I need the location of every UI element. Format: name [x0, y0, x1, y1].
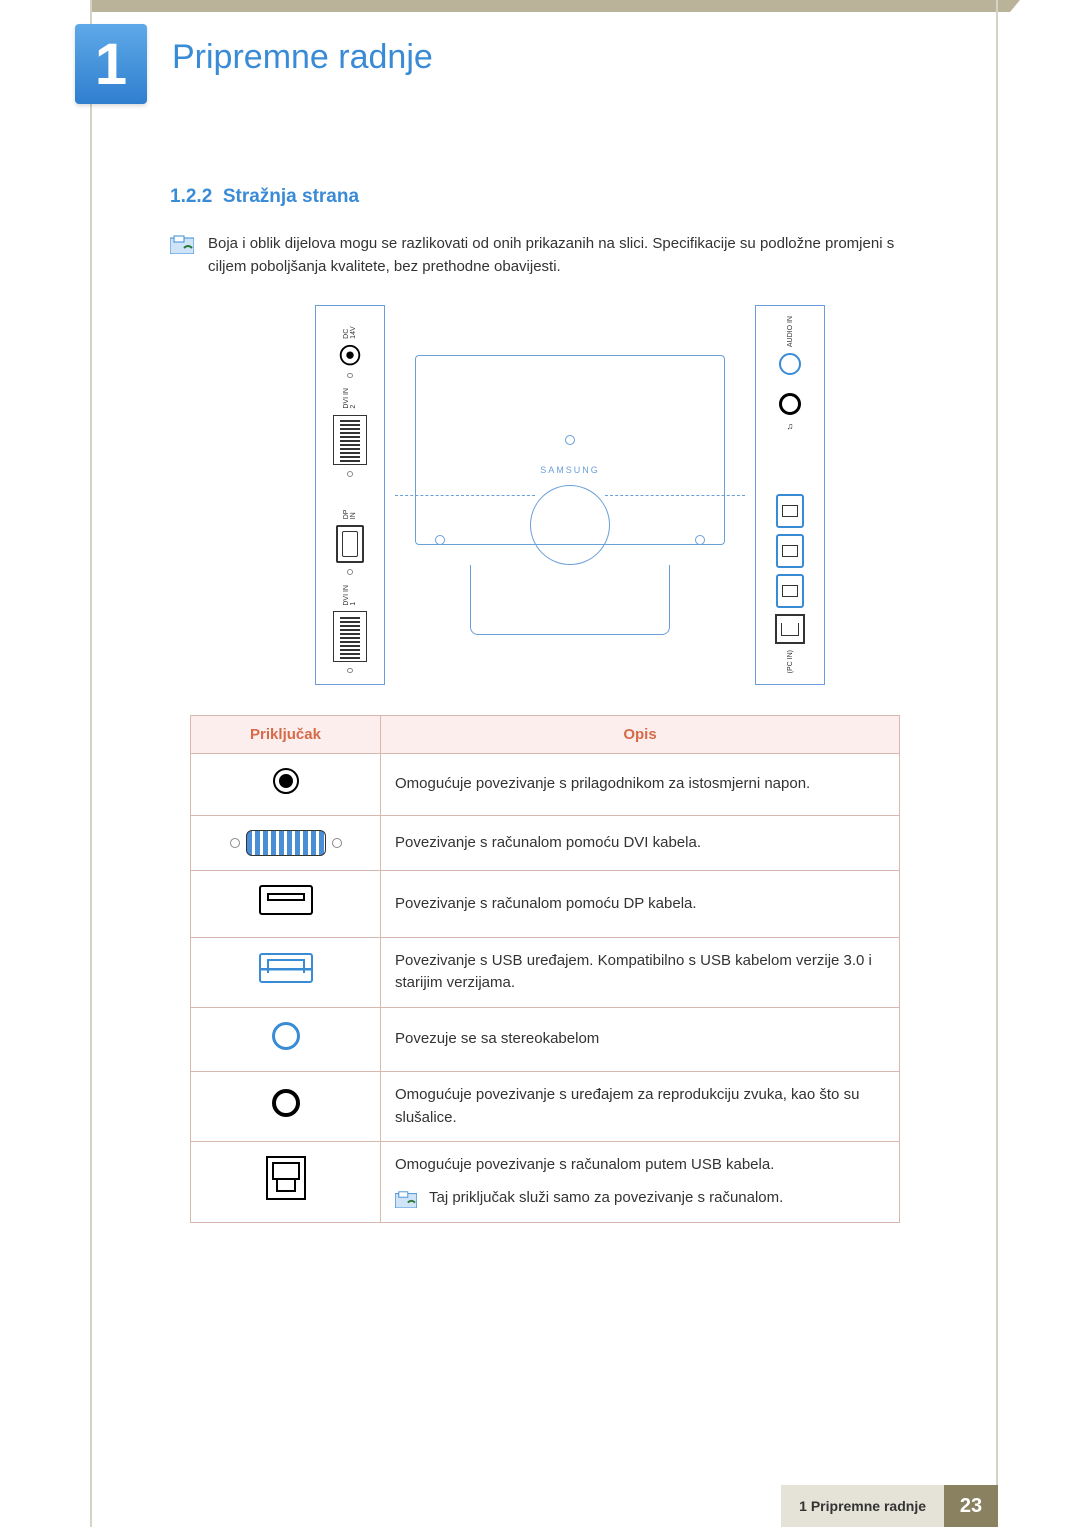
- port-icon-cell: [191, 1142, 381, 1223]
- headphone-icon: [272, 1089, 300, 1117]
- port-icon-cell: [191, 871, 381, 938]
- table-row: Povezuje se sa stereokabelom: [191, 1007, 900, 1072]
- chapter-title: Pripremne radnje: [172, 38, 433, 77]
- rear-diagram: DC 14V DVI IN 2 DP IN DVI IN 1 SAMSUNG: [170, 305, 930, 685]
- page-footer: 1 Pripremne radnje 23: [92, 1485, 998, 1527]
- screw-icon: [695, 535, 705, 545]
- table-row: Povezivanje s računalom pomoću DVI kabel…: [191, 816, 900, 871]
- diagram-monitor: SAMSUNG: [395, 335, 745, 655]
- monitor-brand: SAMSUNG: [540, 465, 600, 475]
- sub-note-text: Taj priključak služi samo za povezivanje…: [429, 1187, 783, 1210]
- port-desc: Povezivanje s USB uređajem. Kompatibilno…: [381, 937, 900, 1007]
- dc-port-icon: [338, 344, 362, 366]
- screw-icon: [347, 471, 353, 477]
- monitor-neck: [530, 485, 610, 565]
- table-row: Omogućuje povezivanje s računalom putem …: [191, 1142, 900, 1223]
- port-label-audioin: AUDIO IN: [787, 316, 794, 347]
- diagram-right-panel: AUDIO IN ♫ (PC IN): [755, 305, 825, 685]
- table-header-desc: Opis: [381, 715, 900, 753]
- dp-icon: [259, 885, 313, 915]
- audio-in-port-icon: [779, 353, 801, 375]
- dvi-port-icon: [333, 611, 367, 661]
- chapter-number: 1: [95, 31, 127, 98]
- usb-port-icon: [776, 494, 804, 528]
- screw-icon: [435, 535, 445, 545]
- usb3-icon: [259, 953, 313, 983]
- port-desc: Povezivanje s računalom pomoću DP kabela…: [381, 871, 900, 938]
- section-number: 1.2.2: [170, 186, 212, 207]
- port-desc: Omogućuje povezivanje s prilagodnikom za…: [381, 753, 900, 816]
- port-icon-cell: [191, 1072, 381, 1142]
- dp-port-icon: [336, 525, 364, 563]
- port-label-dvi1: DVI IN 1: [343, 581, 357, 606]
- section-heading: 1.2.2 Stražnja strana: [170, 186, 930, 208]
- port-desc: Povezivanje s računalom pomoću DVI kabel…: [381, 816, 900, 871]
- port-icon-cell: [191, 937, 381, 1007]
- screw-icon: [347, 569, 353, 575]
- note-icon: [170, 234, 194, 254]
- port-icon-cell: [191, 753, 381, 816]
- page-content: 1.2.2 Stražnja strana Boja i oblik dijel…: [170, 186, 930, 1223]
- dash-line: [605, 495, 745, 496]
- table-row: Omogućuje povezivanje s uređajem za repr…: [191, 1072, 900, 1142]
- audio-icon: [272, 1022, 300, 1050]
- note-icon: [395, 1190, 417, 1208]
- table-row: Povezivanje s USB uređajem. Kompatibilno…: [191, 937, 900, 1007]
- info-note: Boja i oblik dijelova mogu se razlikovat…: [170, 232, 930, 279]
- port-label-dc: DC 14V: [343, 316, 357, 339]
- port-desc-cell: Omogućuje povezivanje s računalom putem …: [381, 1142, 900, 1223]
- usb-pc-icon: [266, 1156, 306, 1200]
- footer-chapter-label: 1 Pripremne radnje: [781, 1485, 944, 1527]
- section-title: Stražnja strana: [223, 186, 359, 207]
- chapter-number-tab: 1: [75, 24, 147, 104]
- usb-pc-port-icon: [775, 614, 805, 644]
- port-label-dp: DP IN: [343, 502, 357, 519]
- port-desc: Omogućuje povezivanje s računalom putem …: [395, 1156, 774, 1173]
- port-icon-cell: [191, 816, 381, 871]
- dvi-icon: [230, 830, 342, 856]
- ports-table: Priključak Opis Omogućuje povezivanje s …: [190, 715, 900, 1223]
- dc-icon: [273, 768, 299, 794]
- port-icon-cell: [191, 1007, 381, 1072]
- diagram-left-panel: DC 14V DVI IN 2 DP IN DVI IN 1: [315, 305, 385, 685]
- note-text: Boja i oblik dijelova mogu se razlikovat…: [208, 232, 930, 279]
- dash-line: [395, 495, 535, 496]
- table-row: Povezivanje s računalom pomoću DP kabela…: [191, 871, 900, 938]
- port-label-pcin: (PC IN): [787, 650, 794, 673]
- table-row: Omogućuje povezivanje s prilagodnikom za…: [191, 753, 900, 816]
- screw-icon: [347, 373, 353, 379]
- usb-port-icon: [776, 574, 804, 608]
- screw-icon: [565, 435, 575, 445]
- sub-note: Taj priključak služi samo za povezivanje…: [395, 1187, 885, 1210]
- port-desc: Povezuje se sa stereokabelom: [381, 1007, 900, 1072]
- screw-icon: [347, 668, 353, 674]
- table-header-port: Priključak: [191, 715, 381, 753]
- monitor-stand: [470, 565, 670, 635]
- footer-page-number: 23: [944, 1485, 998, 1527]
- port-desc: Omogućuje povezivanje s uređajem za repr…: [381, 1072, 900, 1142]
- dvi-port-icon: [333, 415, 367, 465]
- headphone-port-icon: [779, 393, 801, 415]
- port-label-dvi2: DVI IN 2: [343, 384, 357, 409]
- usb-port-icon: [776, 534, 804, 568]
